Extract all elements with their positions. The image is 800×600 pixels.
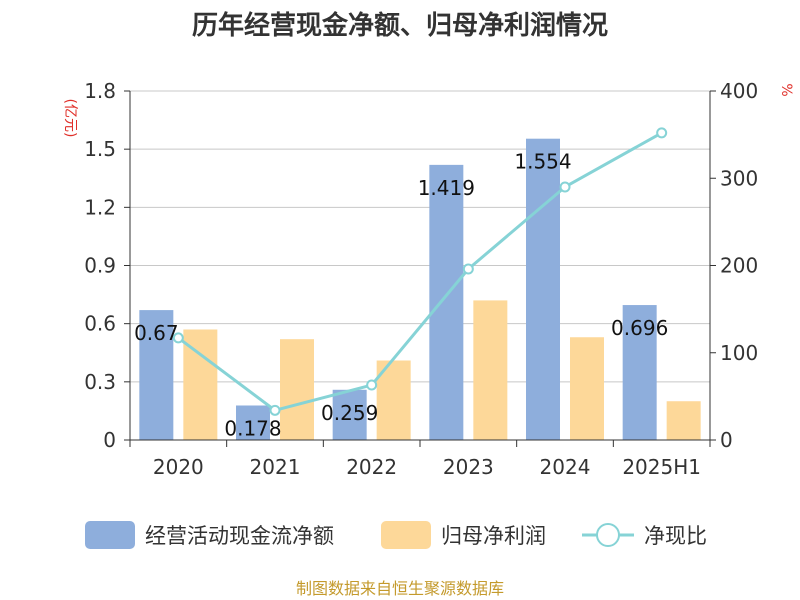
x-axis-tick-label: 2020 <box>153 455 204 479</box>
data-label-operating-cash-flow: 0.259 <box>321 401 378 425</box>
legend-swatch-operating-cash-flow <box>85 521 135 549</box>
bar-operating-cash-flow <box>332 389 367 440</box>
line-point-cash-ratio <box>462 263 474 275</box>
x-axis-tick-label: 2022 <box>346 455 397 479</box>
bar-operating-cash-flow <box>622 305 657 440</box>
grid-layer <box>130 90 710 383</box>
data-label-operating-cash-flow: 1.554 <box>514 150 571 174</box>
x-axis-tick-label: 2025H1 <box>622 455 701 479</box>
left-axis-tick-label: 0.9 <box>84 254 116 278</box>
source-note: 制图数据来自恒生聚源数据库 <box>296 579 504 598</box>
bar-net-profit <box>473 300 508 440</box>
legend-label-operating-cash-flow: 经营活动现金流净额 <box>145 524 334 548</box>
data-label-layer: 0.67 0.178 0.259 1.419 1.554 0.696 <box>134 150 668 441</box>
right-axis-tick-label: 200 <box>720 254 758 278</box>
data-label-operating-cash-flow: 0.178 <box>224 416 281 440</box>
bar-operating-cash-flow <box>236 405 270 440</box>
right-axis-unit: % <box>778 83 794 96</box>
x-axis-tick-label: 2024 <box>540 455 591 479</box>
chart-title: 历年经营现金净额、归母净利润情况 <box>192 10 608 41</box>
axis-layer: 0 0.3 0.6 0.9 1.2 1.5 1.8 0 100 200 300 400 2020 2021… <box>84 79 758 479</box>
legend-label-net-profit: 归母净利润 <box>441 524 546 548</box>
left-axis-tick-label: 0 <box>103 428 116 452</box>
line-point-cash-ratio <box>366 379 378 391</box>
left-axis-tick-label: 0.3 <box>84 370 116 394</box>
right-axis-tick-label: 100 <box>720 341 758 365</box>
right-axis-tick-label: 300 <box>720 166 758 190</box>
line-point-cash-ratio <box>172 332 184 344</box>
line-cash-ratio <box>177 131 663 412</box>
right-axis-tick-label: 400 <box>720 79 758 103</box>
legend-label-cash-ratio: 净现比 <box>644 524 707 548</box>
bar-net-profit <box>280 339 314 440</box>
x-axis-tick-label: 2021 <box>250 455 301 479</box>
data-label-operating-cash-flow: 1.419 <box>418 176 475 200</box>
left-axis-tick-label: 1.8 <box>84 79 116 103</box>
right-axis-tick-label: 0 <box>720 428 733 452</box>
line-layer <box>172 127 668 416</box>
bar-layer <box>139 138 701 441</box>
bar-net-profit <box>666 401 701 440</box>
left-axis-tick-label: 1.5 <box>84 137 116 161</box>
line-point-cash-ratio <box>559 181 571 193</box>
bar-net-profit <box>183 329 218 440</box>
left-axis-tick-label: 0.6 <box>84 312 116 336</box>
bar-operating-cash-flow <box>139 310 174 440</box>
data-label-operating-cash-flow: 0.696 <box>611 316 668 340</box>
left-axis-unit: (亿元) <box>62 99 78 138</box>
bar-operating-cash-flow <box>526 138 560 441</box>
data-label-operating-cash-flow: 0.67 <box>134 321 179 345</box>
bar-net-profit <box>570 337 604 440</box>
line-point-cash-ratio <box>269 404 281 416</box>
legend-swatch-net-profit <box>381 521 431 549</box>
left-axis-tick-label: 1.2 <box>84 195 116 219</box>
bar-operating-cash-flow <box>429 164 464 440</box>
legend: 经营活动现金流净额 归母净利润 净现比 <box>85 521 707 549</box>
line-point-cash-ratio <box>656 127 668 139</box>
legend-marker-cash-ratio <box>596 523 620 547</box>
x-axis-tick-label: 2023 <box>443 455 494 479</box>
